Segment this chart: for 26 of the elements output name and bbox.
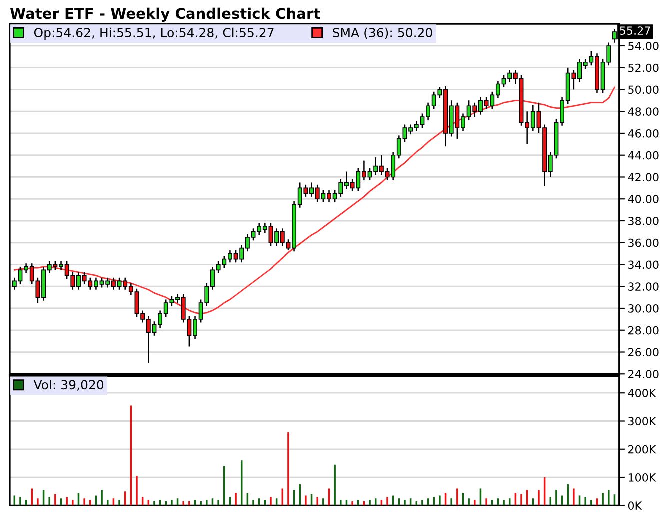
y-tick-label: 200K [628,445,656,454]
y-tick-label: 44.00 [628,151,659,160]
y-tick-label: 40.00 [628,195,659,204]
y-tick-label: 32.00 [628,282,659,292]
y-tick-label: 46.00 [628,129,659,138]
y-tick-label: 24.00 [628,370,659,379]
y-tick-label: 28.00 [628,326,659,335]
y-tick-label: 38.00 [628,216,659,226]
y-tick-label: 34.00 [628,260,659,270]
y-tick-label: 400K [628,389,656,398]
y-tick-label: 30.00 [628,304,659,313]
legend-label: SMA (36): 50.20 [333,28,432,39]
text: 55.27 [620,26,650,36]
y-tick-label: 0K [628,502,642,510]
y-tick-label: 50.00 [628,86,659,94]
y-tick-label: 300K [628,417,656,426]
legend-label: Vol: 39,020 [34,380,104,391]
legend-label: Op:54.62, Hi:55.51, Lo:54.28, Cl:55.27 [34,28,274,40]
y-tick-label: 54.00 [628,42,659,50]
y-tick-label: 42.00 [628,173,659,182]
y-tick-label: 26.00 [628,348,659,357]
y-tick-label: 100K [628,474,656,482]
y-tick-label: 36.00 [628,238,659,248]
y-tick-label: 52.00 [628,64,659,72]
chart-title: Water ETF - Weekly Candlestick Chart [10,8,320,22]
y-tick-label: 48.00 [628,108,659,116]
